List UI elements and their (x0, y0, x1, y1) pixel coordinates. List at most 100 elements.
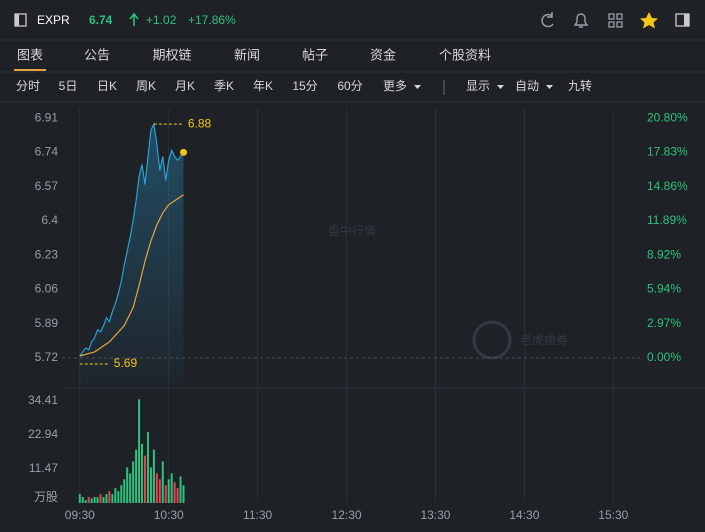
price-line (79, 122, 184, 357)
volume-bar (179, 476, 182, 503)
tab[interactable]: 新闻 (234, 47, 260, 62)
tab[interactable]: 公告 (84, 47, 110, 62)
x-tick-label: 13:30 (420, 508, 450, 522)
period-button[interactable]: 5日 (59, 79, 78, 93)
period-button[interactable]: 年K (253, 79, 273, 93)
volume-bar (111, 494, 114, 503)
volume-bar (161, 461, 164, 503)
volume-bar (152, 449, 155, 503)
volume-bar (120, 485, 123, 503)
watermark: 老虎證券 (520, 332, 568, 347)
price: 6.74 (89, 13, 113, 27)
menu-button[interactable]: 显示 (466, 79, 490, 93)
y-tick-label: 6.4 (41, 213, 58, 227)
y2-tick-label: 0.00% (647, 350, 681, 364)
y2-tick-label: 8.92% (647, 247, 681, 261)
volume-bar (146, 431, 149, 503)
volume-bar (158, 479, 161, 503)
refresh-icon[interactable] (541, 12, 554, 28)
volume-bar (78, 494, 81, 503)
y2-tick-label: 17.83% (647, 145, 688, 159)
y-tick-label: 5.72 (35, 350, 59, 364)
period-button[interactable]: 15分 (292, 79, 317, 93)
volume-bar (176, 488, 179, 503)
period-button[interactable]: 日K (97, 79, 117, 93)
period-button[interactable]: 季K (214, 79, 234, 93)
x-tick-label: 09:30 (65, 508, 95, 522)
tab[interactable]: 个股资料 (439, 47, 491, 62)
dropdown-arrow (497, 85, 504, 89)
volume-bar (108, 491, 111, 503)
volume-bar (143, 455, 146, 503)
dropdown-arrow (414, 85, 421, 89)
volume-bar (141, 443, 144, 503)
tab[interactable]: 帖子 (302, 47, 328, 62)
volume-unit: 万股 (34, 490, 58, 504)
volume-bar (93, 497, 96, 503)
volume-bar (129, 473, 132, 503)
y-tick-label: 6.06 (35, 282, 59, 296)
y2-tick-label: 2.97% (647, 316, 681, 330)
volume-tick-label: 11.47 (29, 461, 58, 475)
y-tick-label: 6.23 (35, 247, 59, 261)
volume-bar (173, 482, 176, 503)
panel-icon-fill (15, 14, 19, 26)
favorite-icon[interactable] (640, 12, 658, 29)
annotation-label: 5.69 (114, 356, 138, 370)
x-tick-label: 14:30 (509, 508, 539, 522)
period-button[interactable]: 分时 (16, 79, 40, 93)
average-line (79, 194, 184, 357)
alert-icon[interactable] (573, 13, 589, 28)
tab[interactable]: 资金 (370, 47, 396, 62)
volume-bar (132, 461, 135, 503)
y-tick-label: 6.91 (35, 110, 59, 124)
grid-icon[interactable] (608, 13, 623, 28)
tab[interactable]: 图表 (17, 47, 43, 62)
volume-bar (90, 498, 93, 503)
change: +1.02 (146, 13, 177, 27)
x-tick-label: 10:30 (154, 508, 184, 522)
period-button[interactable]: 月K (175, 79, 195, 93)
y-tick-label: 5.89 (35, 316, 59, 330)
volume-bar (135, 449, 138, 503)
indicator-button[interactable]: 九转 (568, 78, 592, 93)
tab[interactable]: 期权链 (152, 47, 191, 62)
watermark-logo (472, 320, 512, 360)
y2-tick-label: 5.94% (647, 282, 681, 296)
volume-tick-label: 22.94 (28, 427, 58, 441)
volume-bar (105, 494, 108, 503)
volume-bar (117, 491, 120, 503)
menu-button[interactable]: 自动 (515, 79, 539, 93)
watermark: 盘中行情 (328, 223, 376, 238)
dropdown-arrow (546, 85, 553, 89)
annotation-label: 6.88 (188, 116, 212, 130)
volume-bar (84, 500, 87, 503)
y2-tick-label: 11.89% (647, 213, 687, 227)
y2-tick-label: 14.86% (647, 179, 688, 193)
volume-bar (81, 497, 84, 503)
x-tick-label: 12:30 (332, 508, 362, 522)
volume-bar (123, 479, 126, 503)
y2-tick-label: 20.80% (647, 110, 688, 124)
volume-bar (114, 488, 117, 503)
x-tick-label: 15:30 (598, 508, 628, 522)
volume-bar (138, 399, 141, 503)
sidebar-icon-fill (684, 14, 689, 26)
volume-bar (102, 497, 105, 503)
volume-bar (164, 485, 167, 503)
change-pct: +17.86% (188, 13, 236, 27)
up-arrow (129, 12, 139, 26)
y-tick-label: 6.74 (35, 145, 59, 159)
volume-bar (167, 479, 170, 503)
menu-button[interactable]: 更多 (383, 79, 407, 93)
volume-bar (149, 467, 152, 503)
period-button[interactable]: 周K (136, 79, 156, 93)
period-button[interactable]: 60分 (337, 79, 362, 93)
volume-bar (155, 473, 158, 503)
volume-bar (126, 467, 129, 503)
volume-bar (96, 497, 99, 503)
active-tab-underline (14, 69, 46, 71)
x-tick-label: 11:30 (243, 508, 272, 522)
